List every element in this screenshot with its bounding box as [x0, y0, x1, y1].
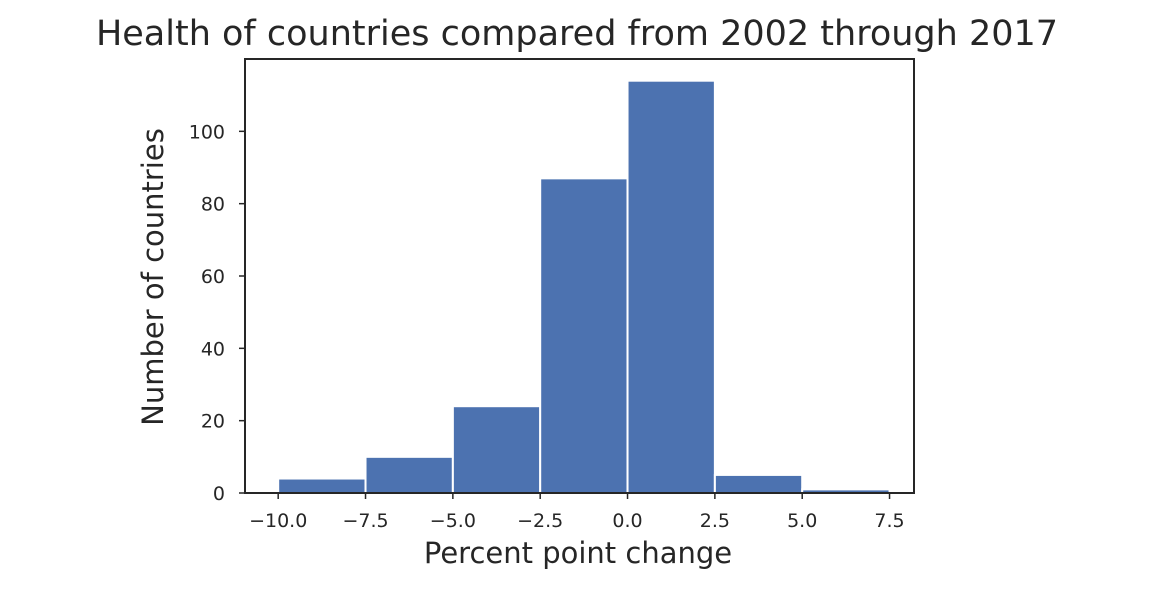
histogram-bar [277, 477, 367, 494]
chart-title: Health of countries compared from 2002 t… [96, 14, 1058, 54]
histogram-bar [713, 473, 804, 494]
x-tick-label: 0.0 [612, 510, 642, 532]
histogram-bar [539, 177, 629, 494]
bars-group [277, 79, 891, 495]
x-tick-label: −7.5 [342, 510, 388, 532]
y-axis-label: Number of countries [136, 128, 170, 426]
x-tick-label: 5.0 [787, 510, 817, 532]
histogram-bar [451, 405, 542, 495]
histogram-bar [626, 79, 716, 494]
x-tick-label: −2.5 [517, 510, 563, 532]
x-axis-ticks: −10.0 −7.5 −5.0 −2.5 0.0 2.5 5.0 7.5 [249, 493, 905, 532]
histogram-bar [364, 455, 454, 495]
x-axis-label: Percent point change [424, 536, 732, 570]
y-tick-label: 80 [201, 194, 225, 216]
y-tick-label: 20 [201, 411, 225, 433]
y-axis-ticks: 0 20 40 60 80 100 [189, 121, 245, 505]
plot-frame [244, 58, 915, 494]
y-tick-label: 100 [189, 121, 225, 143]
y-tick-label: 60 [201, 266, 225, 288]
x-tick-label: 2.5 [700, 510, 730, 532]
y-tick-label: 0 [213, 483, 225, 505]
x-tick-label: −10.0 [249, 510, 307, 532]
x-tick-label: 7.5 [874, 510, 904, 532]
x-tick-label: −5.0 [430, 510, 476, 532]
y-tick-label: 40 [201, 338, 225, 360]
